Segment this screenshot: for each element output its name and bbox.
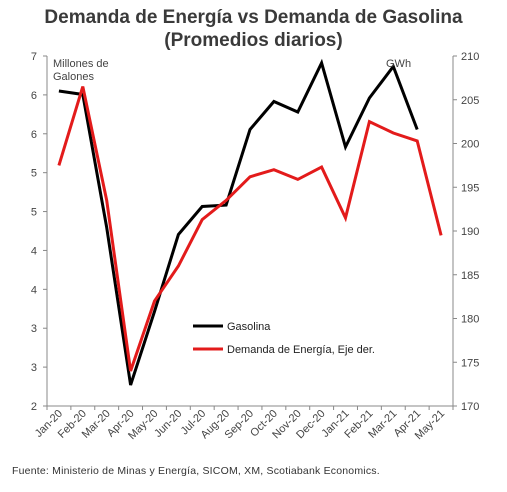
x-axis-tick-label: Jun-20 xyxy=(152,408,184,440)
right-axis-tick-label: 205 xyxy=(461,95,479,107)
source-note: Fuente: Ministerio de Minas y Energía, S… xyxy=(12,465,380,477)
legend-label-energia: Demanda de Energía, Eje der. xyxy=(227,344,375,356)
x-axis-ticks: Jan-20Feb-20Mar-20Apr-20May-20Jun-20Jul-… xyxy=(33,406,454,442)
chart-title-line1: Demanda de Energía vs Demanda de Gasolin… xyxy=(44,7,463,28)
left-axis-tick-label: 4 xyxy=(31,245,37,257)
left-axis-tick-label: 3 xyxy=(31,362,37,374)
left-axis-ticks: 2 3 3 4 4 5 5 6 6 7 xyxy=(31,51,47,413)
right-axis-tick-label: 190 xyxy=(461,226,479,238)
chart-title: Demanda de Energía vs Demanda de Gasolin… xyxy=(0,6,507,52)
legend-label-gasolina: Gasolina xyxy=(227,321,271,333)
right-axis-tick-label: 170 xyxy=(461,401,479,413)
left-axis-tick-label: 3 xyxy=(31,323,37,335)
left-axis-unit-line1: Millones de xyxy=(53,58,109,70)
left-axis-tick-label: 6 xyxy=(31,90,37,102)
right-axis-tick-label: 210 xyxy=(461,51,479,63)
left-axis-tick-label: 6 xyxy=(31,129,37,141)
right-axis-tick-label: 185 xyxy=(461,270,479,282)
right-axis-tick-label: 175 xyxy=(461,357,479,369)
series-line-energia xyxy=(57,86,443,372)
right-axis-tick-label: 180 xyxy=(461,314,479,326)
chart-title-line2: (Promedios diarios) xyxy=(164,30,343,51)
series-lines xyxy=(57,58,443,386)
right-axis-tick-label: 195 xyxy=(461,182,479,194)
left-axis-tick-label: 2 xyxy=(31,401,37,413)
left-axis-tick-label: 5 xyxy=(31,168,37,180)
right-axis-unit: GWh xyxy=(386,58,411,70)
right-axis-tick-label: 200 xyxy=(461,139,479,151)
left-axis-tick-label: 7 xyxy=(31,51,37,63)
left-axis-tick-label: 4 xyxy=(31,284,37,296)
left-axis-tick-label: 5 xyxy=(31,207,37,219)
right-axis-ticks: 170 175 180 185 190 195 200 205 210 xyxy=(453,51,479,413)
series-line-gasolina xyxy=(58,58,419,386)
left-axis-unit-line2: Galones xyxy=(53,71,94,83)
legend: Gasolina Demanda de Energía, Eje der. xyxy=(193,321,375,356)
